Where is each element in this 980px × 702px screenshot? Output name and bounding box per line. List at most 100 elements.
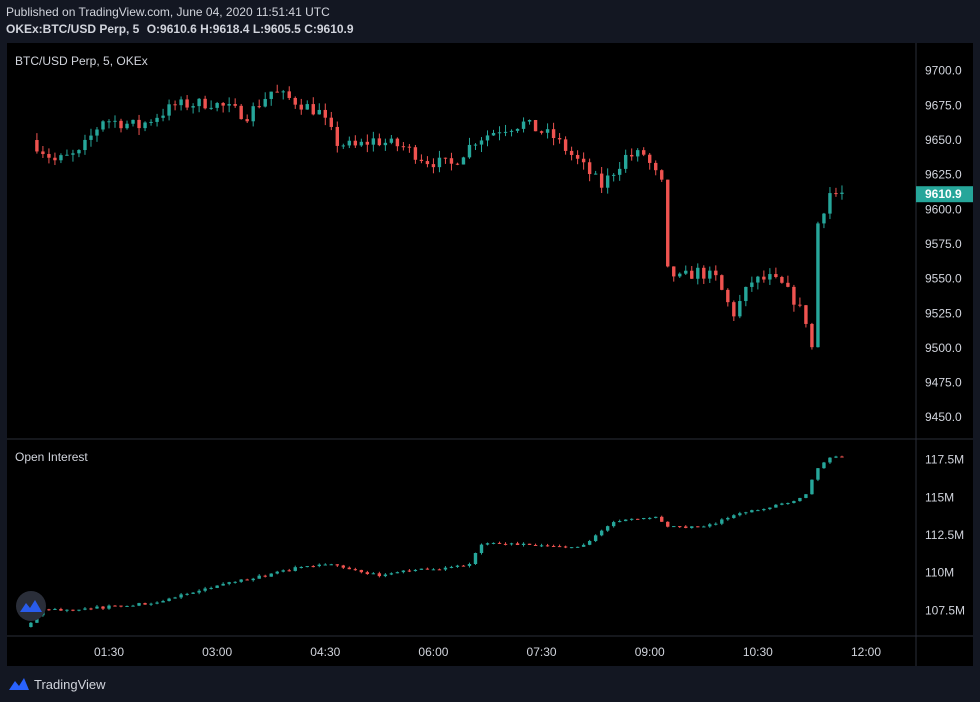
oi-candle [497,541,502,545]
price-candle [245,114,249,124]
price-candle [425,156,430,168]
price-candle [792,284,796,312]
open-label: O: [146,22,161,36]
price-candle [714,265,718,281]
price-candle [371,131,376,152]
price-candle [173,100,177,111]
oi-candle [377,571,382,578]
oi-candle [660,515,664,522]
oi-candle [251,577,255,582]
oi-candle [744,511,748,515]
oi-candle [203,586,207,593]
price-candle [629,148,634,161]
oi-candle [690,526,694,529]
oi-candle [539,543,544,548]
price-candle [672,266,676,282]
price-candle [341,143,346,149]
oi-candle [678,526,682,528]
oi-candle [131,604,135,607]
oi-candle [702,525,706,528]
price-candle [810,322,814,350]
price-candle [684,265,688,275]
price-candle [287,86,291,100]
price-candle [101,120,105,132]
chart-area[interactable]: 9700.0 9675.0 9650.0 9625.0 9600.0 9575.0 9550… [7,43,973,666]
price-candle [654,160,658,176]
price-candle [648,152,652,170]
price-candle [431,158,436,174]
price-candle [485,130,490,147]
oi-candle [401,570,406,574]
oi-candle [762,508,766,512]
low-label: L: [252,22,265,36]
price-candle [660,169,664,182]
price-pane-legend: BTC/USD Perp, 5, OKEx [15,54,148,68]
oi-candle [666,521,670,528]
price-candle [455,162,460,166]
oi-candle [239,579,243,583]
price-candle [227,97,231,113]
price-candle [113,115,117,128]
oi-candle [491,542,496,545]
price-candle [762,270,766,283]
chart-svg[interactable]: 9700.0 9675.0 9650.0 9625.0 9600.0 9575.0 9550… [7,43,973,666]
oi-candle [197,589,201,595]
oi-candle [792,500,796,504]
price-candle [41,145,45,159]
price-candle [786,275,790,288]
price-candle [209,100,213,110]
oi-candle [89,607,93,611]
price-candle [359,138,364,147]
time-tick-label: 12:00 [851,645,881,659]
oi-candle [648,517,652,520]
price-candle [557,133,562,144]
oi-candle [425,567,430,570]
oi-candle [323,563,327,566]
oi-candle [65,609,69,613]
price-candle [617,162,622,181]
price-candle [35,133,39,154]
price-candle [726,288,730,307]
price-tick-label: 9550.0 [925,272,962,286]
price-candle [299,98,303,115]
price-candle [65,149,69,156]
price-candle [587,158,592,182]
oi-candle [485,542,490,546]
oi-candle [503,542,508,546]
price-candle [95,126,99,142]
oi-candle [617,519,622,523]
open-value: 9610.6 [160,22,197,36]
oi-pane-legend: Open Interest [15,450,88,464]
price-candle [323,103,327,126]
oi-candle [479,543,484,555]
price-candle [419,154,424,164]
price-candle [623,149,628,173]
oi-candle [173,596,177,599]
time-tick-label: 10:30 [743,645,773,659]
oi-candle [353,567,358,571]
oi-candle [287,568,291,572]
oi-candle [449,565,454,569]
oi-tick-label: 107.5M [925,603,965,617]
oi-candle [29,621,33,628]
price-candle [251,102,255,127]
oi-candle [810,479,814,495]
oi-candle [119,605,123,608]
price-candle [131,119,135,127]
oi-candle [383,573,388,578]
price-candle [539,130,544,135]
oi-candle [545,543,550,547]
oi-candle [305,565,309,568]
oi-candle [533,543,538,546]
price-candle [533,119,538,132]
oi-candle [179,592,183,599]
oi-candle [467,562,472,568]
oi-candle [269,573,273,577]
oi-candle [738,511,742,517]
price-tick-label: 9575.0 [925,237,962,251]
price-candle [780,275,784,284]
oi-candle [437,568,442,571]
oi-candle [431,568,436,571]
oi-candle [593,534,598,543]
oi-candle [413,569,418,572]
